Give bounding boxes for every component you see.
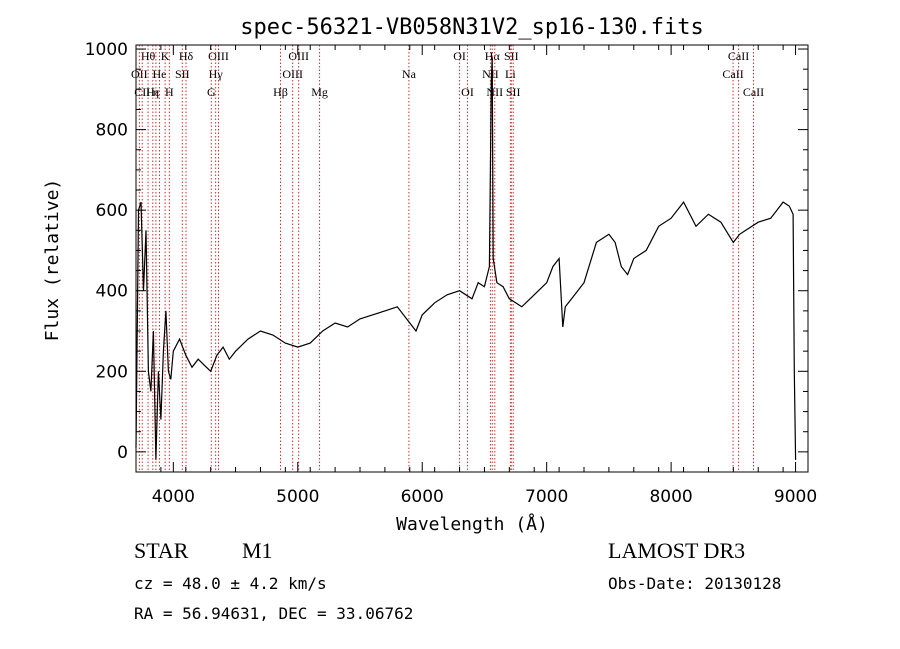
x-tick-label: 5000 — [276, 487, 319, 507]
line-marker-label: CaII — [728, 49, 749, 63]
x-tick-label: 4000 — [152, 487, 195, 507]
line-marker-label: Hδ — [179, 49, 194, 63]
redshift-value: cz = 48.0 ± 4.2 km/s — [134, 574, 327, 593]
object-subclass: M1 — [242, 538, 273, 563]
line-marker-label: Hα — [485, 49, 501, 63]
line-marker-label: Hβ — [273, 85, 288, 99]
object-class: STAR — [134, 538, 189, 563]
y-tick-label: 400 — [96, 282, 128, 302]
line-marker-label: OI — [461, 85, 474, 99]
x-tick-label: 6000 — [401, 487, 444, 507]
line-marker-label: η — [153, 85, 159, 99]
line-marker-label: Li — [505, 67, 516, 81]
line-marker-label: OIII — [288, 49, 309, 63]
line-marker-label: He — [153, 67, 167, 81]
line-marker-label: OI — [453, 49, 466, 63]
line-marker-label: K — [161, 49, 170, 63]
y-tick-label: 200 — [96, 362, 128, 382]
line-marker-label: CaII — [743, 85, 764, 99]
line-marker-label: NII — [482, 67, 499, 81]
y-axis: 0 200 400 600 800 1000 — [85, 40, 808, 463]
line-marker-label: CaII — [722, 67, 743, 81]
line-marker-label: OIII — [282, 67, 303, 81]
y-axis-label: Flux (relative) — [42, 179, 63, 342]
line-marker-label: H — [165, 85, 174, 99]
coordinates: RA = 56.94631, DEC = 33.06762 — [134, 604, 414, 623]
y-tick-label: 0 — [117, 443, 128, 463]
survey-label: LAMOST DR3 — [608, 538, 746, 563]
x-tick-label: 7000 — [525, 487, 568, 507]
x-axis: 4000 5000 6000 7000 8000 9000 — [135, 45, 817, 507]
line-marker-label: NII — [486, 85, 503, 99]
line-marker-label: SII — [506, 85, 521, 99]
line-marker-label: SII — [175, 67, 190, 81]
plot-frame — [135, 44, 809, 473]
y-tick-label: 800 — [96, 121, 128, 141]
line-marker-label: OIII — [208, 49, 229, 63]
x-axis-label: Wavelength (Å) — [396, 513, 548, 535]
obs-date: Obs-Date: 20130128 — [608, 574, 782, 593]
x-tick-label: 9000 — [774, 487, 817, 507]
line-marker-label: Hγ — [209, 67, 224, 81]
line-marker-label: G — [207, 85, 216, 99]
spectrum-line — [135, 57, 797, 460]
line-marker-label: CII — [134, 85, 150, 99]
y-tick-label: 1000 — [85, 40, 128, 60]
line-marker-label: Mg — [311, 85, 328, 99]
line-marker-label: Na — [402, 67, 417, 81]
x-tick-label: 8000 — [649, 487, 692, 507]
y-tick-label: 600 — [96, 201, 128, 221]
chart-title: spec-56321-VB058N31V2_sp16-130.fits — [240, 15, 704, 40]
line-marker-label: SII — [504, 49, 519, 63]
line-marker-label: Hθ — [141, 49, 156, 63]
line-marker-label: OII — [131, 67, 148, 81]
